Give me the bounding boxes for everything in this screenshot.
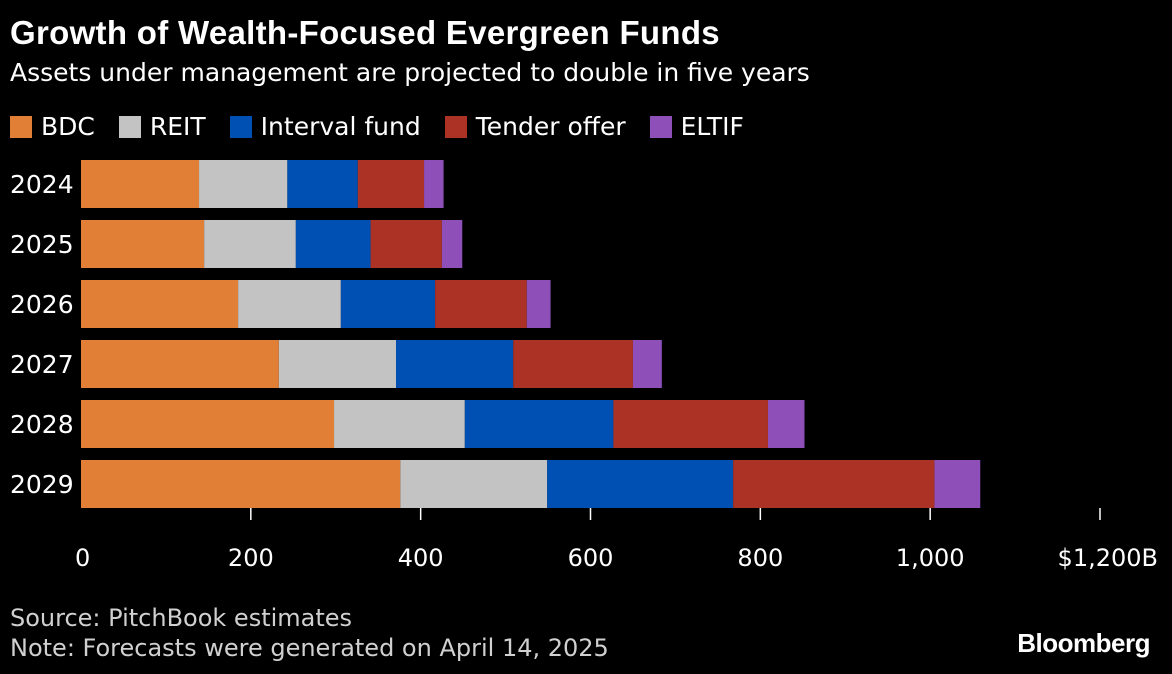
x-tick-label-600: 600 — [568, 544, 614, 572]
legend-label-bdc: BDC — [41, 112, 95, 141]
category-label-2027: 2027 — [10, 350, 74, 379]
bloomberg-logo: Bloomberg — [1017, 628, 1150, 658]
bar-2027-eltif — [632, 340, 662, 388]
bar-2024-bdc — [81, 160, 200, 208]
bar-2029-tender-offer — [733, 460, 935, 508]
bar-2025-reit — [204, 220, 296, 268]
bar-2025-bdc — [81, 220, 205, 268]
bar-2025-tender-offer — [370, 220, 442, 268]
x-tick-label-400: 400 — [398, 544, 444, 572]
bar-2029-bdc — [81, 460, 401, 508]
bar-2028-interval-fund — [464, 400, 614, 448]
chart-legend: BDC REIT Interval fund Tender offer ELTIF — [10, 112, 768, 141]
legend-swatch-bdc — [10, 115, 32, 138]
bar-2026-tender-offer — [435, 280, 527, 328]
stacked-bar-chart: 2024 2025 2026 2027 2028 2029 0 200 400 600 800 1,0… — [10, 160, 1158, 572]
legend-label-reit: REIT — [149, 112, 206, 141]
source-note: Source: PitchBook estimates — [10, 604, 353, 632]
legend-swatch-eltif — [649, 115, 672, 138]
legend-item-eltif: ELTIF — [649, 112, 744, 141]
legend-item-bdc: BDC — [10, 112, 95, 141]
bar-2028-tender-offer — [613, 400, 768, 448]
bar-2024-reit — [199, 160, 288, 208]
legend-swatch-interval-fund — [229, 115, 252, 138]
forecast-note: Note: Forecasts were generated on April … — [10, 634, 609, 662]
legend-label-tender-offer: Tender offer — [475, 112, 626, 141]
chart-subtitle: Assets under management are projected to… — [10, 58, 810, 87]
bar-2026-interval-fund — [340, 280, 436, 328]
x-tick-label-1200: $1,200B — [1058, 544, 1158, 572]
legend-item-reit: REIT — [118, 112, 206, 141]
bar-2025-interval-fund — [295, 220, 371, 268]
bar-2027-tender-offer — [513, 340, 633, 388]
bar-2027-reit — [278, 340, 397, 388]
x-tick-label-800: 800 — [737, 544, 783, 572]
bar-2029-interval-fund — [547, 460, 734, 508]
legend-item-tender-offer: Tender offer — [444, 112, 626, 141]
bar-2024-eltif — [424, 160, 444, 208]
category-label-2026: 2026 — [10, 290, 74, 319]
category-label-2025: 2025 — [10, 230, 74, 259]
bar-2026-reit — [238, 280, 341, 328]
legend-label-eltif: ELTIF — [680, 112, 744, 141]
legend-swatch-tender-offer — [444, 115, 467, 138]
bar-2029-reit — [400, 460, 548, 508]
bar-2024-tender-offer — [357, 160, 425, 208]
x-tick-label-200: 200 — [228, 544, 274, 572]
bar-2027-bdc — [81, 340, 279, 388]
x-tick-label-1000: 1,000 — [896, 544, 965, 572]
legend-item-interval-fund: Interval fund — [229, 112, 421, 141]
bar-2026-bdc — [81, 280, 239, 328]
legend-swatch-reit — [118, 115, 141, 138]
bar-2029-eltif — [934, 460, 981, 508]
bar-2026-eltif — [526, 280, 551, 328]
legend-label-interval-fund: Interval fund — [260, 112, 421, 141]
bar-2028-bdc — [81, 400, 335, 448]
bar-2025-eltif — [441, 220, 463, 268]
x-tick-label-0: 0 — [75, 544, 90, 572]
bar-2028-reit — [334, 400, 465, 448]
bar-2028-eltif — [767, 400, 805, 448]
bar-2027-interval-fund — [396, 340, 514, 388]
category-label-2028: 2028 — [10, 410, 74, 439]
bar-2024-interval-fund — [287, 160, 358, 208]
chart-title: Growth of Wealth-Focused Evergreen Funds — [10, 14, 720, 51]
category-label-2029: 2029 — [10, 470, 74, 499]
category-label-2024: 2024 — [10, 170, 74, 199]
